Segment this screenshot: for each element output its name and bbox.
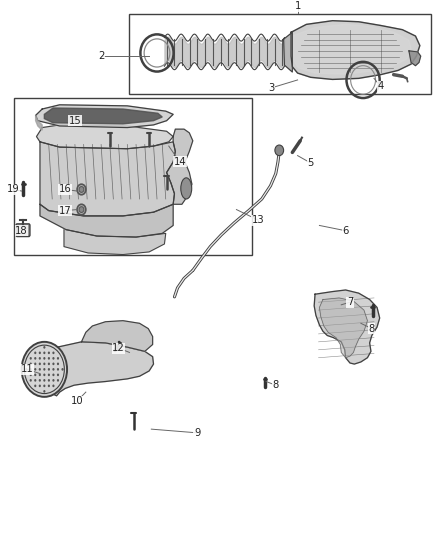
Polygon shape [292, 25, 411, 74]
Circle shape [21, 342, 67, 397]
Circle shape [34, 352, 36, 354]
Polygon shape [284, 33, 292, 72]
Circle shape [30, 374, 32, 376]
Text: 13: 13 [252, 215, 265, 225]
Text: 14: 14 [173, 157, 186, 167]
Circle shape [34, 357, 36, 360]
Text: 15: 15 [68, 116, 81, 126]
Polygon shape [40, 204, 173, 237]
Circle shape [275, 145, 284, 156]
Text: 12: 12 [112, 343, 125, 353]
Circle shape [43, 374, 46, 376]
Polygon shape [319, 298, 367, 358]
Text: 16: 16 [59, 184, 72, 195]
Polygon shape [49, 342, 153, 396]
Text: 7: 7 [347, 297, 353, 307]
Circle shape [30, 368, 32, 370]
Circle shape [39, 379, 41, 382]
FancyBboxPatch shape [16, 224, 30, 237]
Polygon shape [81, 321, 152, 351]
Text: 10: 10 [71, 396, 83, 406]
Circle shape [39, 352, 41, 354]
Polygon shape [64, 230, 166, 255]
Circle shape [43, 357, 46, 360]
Circle shape [53, 379, 54, 382]
Circle shape [43, 346, 46, 349]
Circle shape [48, 374, 50, 376]
Circle shape [48, 368, 50, 370]
Circle shape [30, 357, 32, 360]
Circle shape [39, 357, 41, 360]
Circle shape [48, 362, 50, 365]
Polygon shape [44, 108, 162, 124]
Circle shape [57, 362, 59, 365]
Circle shape [77, 204, 86, 215]
Polygon shape [409, 51, 421, 66]
Polygon shape [314, 290, 380, 364]
Polygon shape [166, 129, 193, 204]
Polygon shape [40, 142, 175, 216]
Circle shape [25, 368, 27, 370]
Circle shape [34, 384, 36, 387]
Circle shape [43, 352, 46, 354]
Circle shape [48, 379, 50, 382]
Polygon shape [35, 105, 173, 127]
Circle shape [43, 362, 46, 365]
Circle shape [43, 384, 46, 387]
Circle shape [34, 379, 36, 382]
Text: 2: 2 [98, 51, 104, 61]
Text: 9: 9 [194, 428, 200, 438]
Circle shape [30, 362, 32, 365]
Text: 3: 3 [268, 83, 275, 93]
Circle shape [43, 379, 46, 382]
Circle shape [43, 368, 46, 370]
Circle shape [39, 368, 41, 370]
Circle shape [34, 368, 36, 370]
Circle shape [61, 368, 64, 370]
Polygon shape [291, 21, 420, 79]
Circle shape [57, 374, 59, 376]
Text: 4: 4 [378, 82, 384, 91]
Circle shape [57, 357, 59, 360]
Circle shape [53, 362, 54, 365]
Circle shape [57, 379, 59, 382]
Circle shape [79, 207, 84, 213]
Polygon shape [35, 116, 42, 130]
Polygon shape [36, 125, 173, 149]
Circle shape [39, 374, 41, 376]
Circle shape [57, 368, 59, 370]
Text: 1: 1 [294, 2, 301, 11]
Bar [14, 99, 252, 255]
Circle shape [30, 379, 32, 382]
Circle shape [43, 390, 46, 393]
Circle shape [53, 374, 54, 376]
Text: 18: 18 [15, 226, 28, 236]
Circle shape [77, 184, 86, 195]
Text: 19: 19 [7, 184, 19, 195]
Text: 11: 11 [21, 365, 33, 374]
Text: 6: 6 [343, 226, 349, 236]
Circle shape [53, 357, 54, 360]
Circle shape [79, 187, 84, 192]
Bar [130, 14, 431, 94]
Circle shape [39, 362, 41, 365]
Text: 8: 8 [272, 380, 279, 390]
Circle shape [34, 374, 36, 376]
Circle shape [34, 362, 36, 365]
Circle shape [53, 352, 54, 354]
Circle shape [53, 384, 54, 387]
Text: 5: 5 [307, 158, 314, 168]
Text: 17: 17 [59, 206, 72, 216]
Circle shape [39, 384, 41, 387]
Circle shape [53, 368, 54, 370]
Circle shape [48, 384, 50, 387]
Circle shape [48, 352, 50, 354]
Text: 8: 8 [369, 324, 375, 334]
Circle shape [48, 357, 50, 360]
Ellipse shape [181, 178, 192, 199]
